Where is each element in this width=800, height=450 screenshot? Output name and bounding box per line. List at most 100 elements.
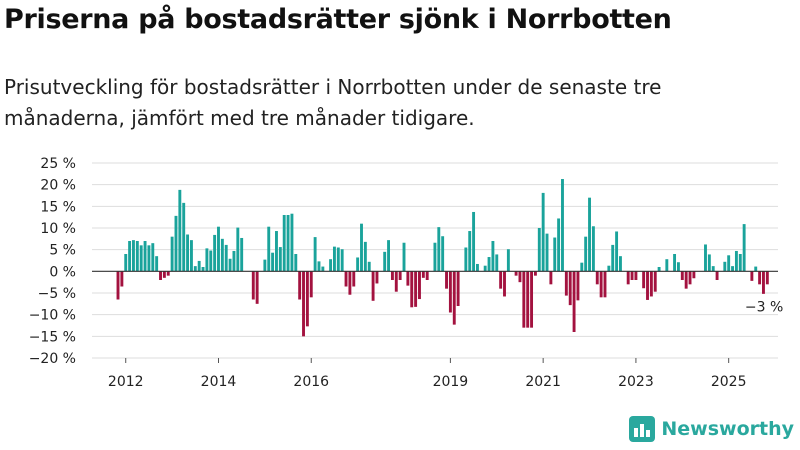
bar-negative: [564, 271, 568, 296]
bar-positive: [541, 192, 545, 272]
bar-negative: [518, 271, 522, 283]
bar-negative: [630, 271, 634, 280]
bar-negative: [568, 271, 572, 306]
bar-positive: [147, 245, 151, 272]
bar-positive: [321, 266, 325, 272]
bar-positive: [738, 254, 742, 272]
bar-positive: [282, 215, 286, 272]
x-tick-label: 2019: [433, 374, 469, 390]
bar-positive: [263, 259, 267, 272]
bar-positive: [332, 246, 336, 272]
x-tick-label: 2021: [525, 374, 561, 390]
bar-negative: [762, 271, 765, 294]
bar-positive: [607, 265, 611, 272]
bar-positive: [615, 231, 619, 272]
bar-negative: [653, 271, 657, 292]
bar-positive: [433, 242, 437, 272]
bar-positive: [742, 224, 746, 272]
bar-positive: [537, 228, 541, 272]
bar-positive: [193, 266, 197, 272]
bar-positive: [186, 234, 190, 272]
bar-positive: [553, 237, 557, 272]
bar-negative: [255, 271, 259, 304]
bar-negative: [166, 271, 170, 276]
bar-positive: [286, 215, 290, 272]
bar-negative: [649, 271, 653, 297]
bar-negative: [530, 271, 534, 328]
bar-positive: [472, 211, 476, 272]
bar-negative: [352, 271, 356, 287]
bar-negative: [549, 271, 553, 285]
bar-positive: [468, 231, 472, 272]
bar-positive: [360, 223, 363, 272]
bar-negative: [445, 271, 448, 289]
bar-positive: [170, 236, 174, 272]
bar-negative: [595, 271, 599, 285]
bar-negative: [715, 271, 719, 280]
bar-positive: [657, 267, 661, 272]
bar-negative: [375, 271, 379, 284]
bar-negative: [394, 271, 398, 292]
bar-positive: [383, 251, 387, 272]
bar-positive: [441, 236, 445, 272]
bar-negative: [162, 271, 166, 278]
bar-negative: [452, 271, 456, 325]
bar-positive: [340, 249, 344, 272]
bar-negative: [626, 271, 630, 285]
bar-negative: [421, 271, 425, 278]
bar-positive: [275, 231, 278, 272]
bar-positive: [611, 244, 615, 272]
bar-positive: [197, 260, 201, 272]
bar-positive: [294, 254, 298, 272]
bar-positive: [267, 226, 271, 272]
bar-negative: [692, 271, 696, 279]
bar-negative: [414, 271, 418, 307]
bar-negative: [406, 271, 410, 286]
bar-chart-logo-icon: [629, 416, 656, 442]
bar-positive: [561, 179, 564, 272]
bar-positive: [356, 257, 360, 272]
bar-negative: [159, 271, 162, 280]
bar-positive: [665, 259, 669, 272]
bar-negative: [410, 271, 414, 308]
bar-negative: [298, 271, 302, 300]
y-tick-label: 0 %: [49, 264, 76, 280]
bar-negative: [302, 271, 305, 337]
bar-positive: [236, 227, 240, 272]
bar-positive: [224, 244, 228, 272]
bar-negative: [758, 271, 762, 285]
bar-positive: [483, 265, 487, 272]
bar-negative: [634, 271, 638, 280]
bar-negative: [514, 271, 518, 276]
bar-positive: [591, 226, 595, 272]
chart-title: Priserna på bostadsrätter sjönk i Norrbo…: [4, 4, 672, 35]
bar-negative: [456, 271, 460, 306]
bar-positive: [723, 261, 727, 272]
bar-positive: [132, 240, 135, 272]
bar-positive: [313, 237, 317, 272]
bar-negative: [503, 271, 506, 297]
y-tick-label: −15 %: [29, 329, 76, 345]
bar-negative: [522, 271, 526, 328]
bar-negative: [684, 271, 688, 289]
bar-positive: [495, 254, 499, 272]
bar-positive: [707, 254, 711, 272]
bar-negative: [371, 271, 375, 301]
bar-positive: [278, 247, 282, 272]
chart-subtitle: Prisutveckling för bostadsrätter i Norrb…: [4, 75, 662, 130]
bar-positive: [487, 257, 491, 272]
bar-positive: [734, 250, 738, 272]
bar-negative: [499, 271, 503, 289]
bar-positive: [437, 227, 441, 272]
bar-positive: [704, 244, 707, 272]
y-tick-label: 15 %: [40, 199, 76, 215]
y-axis-labels: 25 % 20 % 15 % 10 % 5 % 0 % −5 % −10 % −15 % −20 …: [29, 156, 76, 367]
y-tick-label: 10 %: [40, 221, 76, 237]
brand-logo-block[interactable]: Newsworthy: [629, 416, 794, 442]
bar-negative: [305, 271, 309, 327]
x-tick-label: 2025: [711, 374, 747, 390]
bar-negative: [251, 271, 255, 300]
bar-negative: [348, 271, 352, 295]
bar-positive: [619, 256, 622, 272]
bar-positive: [727, 255, 731, 272]
